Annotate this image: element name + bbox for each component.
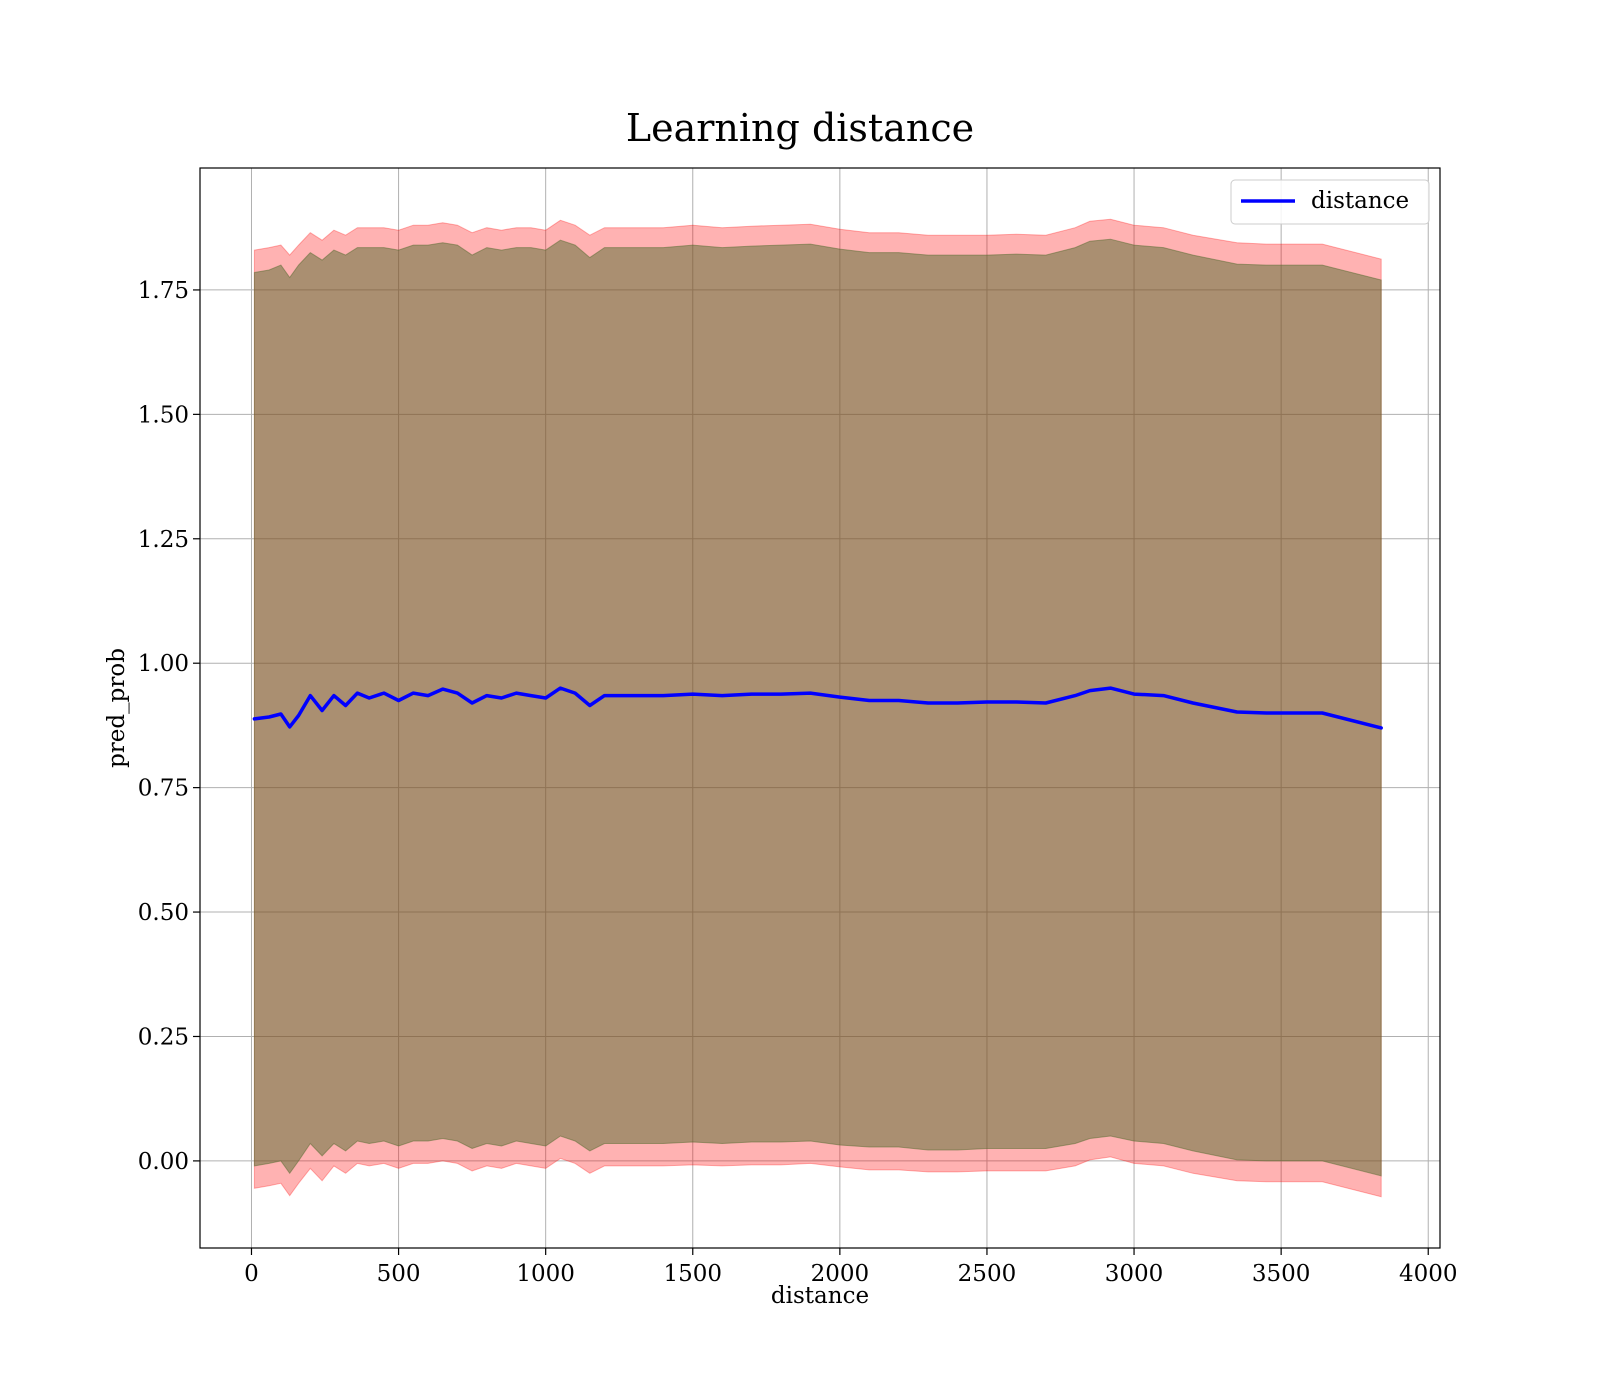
y-tick-label: 1.25 bbox=[138, 527, 189, 553]
x-tick-label: 1500 bbox=[663, 1261, 722, 1287]
y-tick-label: 1.75 bbox=[138, 278, 189, 304]
y-tick-label: 0.75 bbox=[138, 776, 189, 802]
confidence-bands bbox=[253, 218, 1382, 1198]
inner-confidence-band bbox=[253, 238, 1382, 1177]
x-tick-label: 3500 bbox=[1252, 1261, 1311, 1287]
x-tick-label: 1000 bbox=[516, 1261, 575, 1287]
plot-frame bbox=[199, 167, 1441, 1249]
x-tick-label: 2500 bbox=[958, 1261, 1017, 1287]
series-lines bbox=[252, 686, 1383, 730]
y-axis-label: pred_prob bbox=[104, 648, 130, 768]
chart-title: Learning distance bbox=[626, 106, 974, 150]
y-tick-label: 0.00 bbox=[138, 1149, 189, 1175]
legend: distance bbox=[1230, 179, 1430, 225]
legend-entry-distance: distance bbox=[1311, 188, 1409, 214]
y-tick-label: 0.50 bbox=[138, 900, 189, 926]
series-line-distance bbox=[252, 686, 1383, 730]
y-tick-label: 1.50 bbox=[138, 402, 189, 428]
legend-box bbox=[1230, 179, 1430, 225]
x-tick-label: 4000 bbox=[1399, 1261, 1458, 1287]
x-axis-label: distance bbox=[771, 1283, 869, 1309]
x-tick-label: 500 bbox=[377, 1261, 421, 1287]
x-tick-label: 3000 bbox=[1105, 1261, 1164, 1287]
y-tick-label: 0.25 bbox=[138, 1024, 189, 1050]
axis-ticks: 0 500 1000 1500 2000 2500 3000 3500 4000 0.00 0.25… bbox=[138, 278, 1458, 1287]
x-tick-label: 0 bbox=[244, 1261, 259, 1287]
y-tick-label: 1.00 bbox=[138, 651, 189, 677]
x-tick-label: 2000 bbox=[811, 1261, 870, 1287]
